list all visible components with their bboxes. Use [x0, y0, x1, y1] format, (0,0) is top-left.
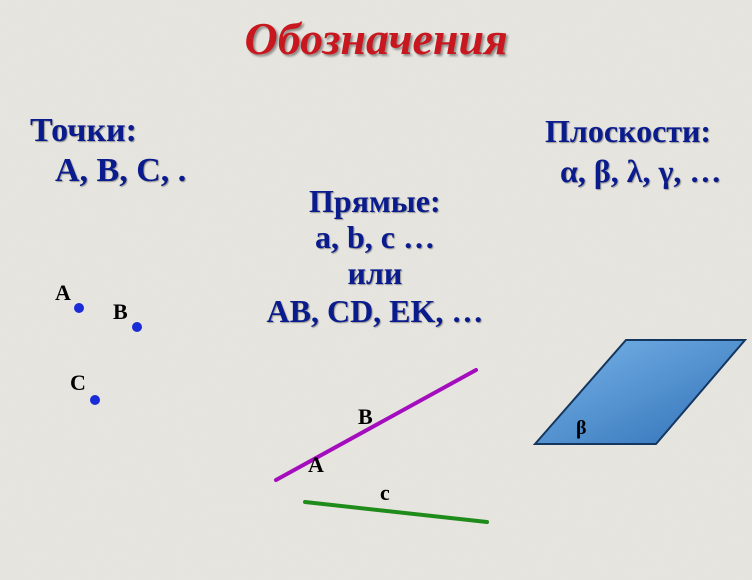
planes-list: α, β, λ, γ, …: [560, 153, 721, 190]
lines-row1: a, b, c …: [315, 219, 435, 256]
line-c-label: c: [380, 480, 390, 506]
line-ab: [276, 370, 476, 480]
slide-title: Обозначения: [245, 12, 508, 65]
point-c-label: С: [70, 370, 86, 396]
point-b-dot: [132, 322, 142, 332]
points-header: Точки:: [30, 112, 137, 150]
point-c-dot: [90, 395, 100, 405]
points-list: А, В, С, .: [55, 152, 186, 190]
point-a-label: А: [55, 280, 71, 306]
point-a-dot: [74, 303, 84, 313]
planes-header: Плоскости:: [545, 113, 711, 150]
line-ab-label-a: A: [308, 452, 324, 478]
slide-stage: { "canvas": { "w": 752, "h": 580 }, "bac…: [0, 0, 752, 580]
lines-header: Прямые:: [309, 183, 441, 220]
line-ab-label-b: B: [358, 404, 373, 430]
point-b-label: В: [113, 299, 128, 325]
lines-row3: АВ, СD, EK, …: [267, 293, 484, 330]
plane-beta-shape: [535, 340, 745, 444]
line-c: [305, 502, 487, 522]
lines-row2: или: [348, 255, 403, 292]
plane-beta-label: β: [576, 417, 587, 440]
